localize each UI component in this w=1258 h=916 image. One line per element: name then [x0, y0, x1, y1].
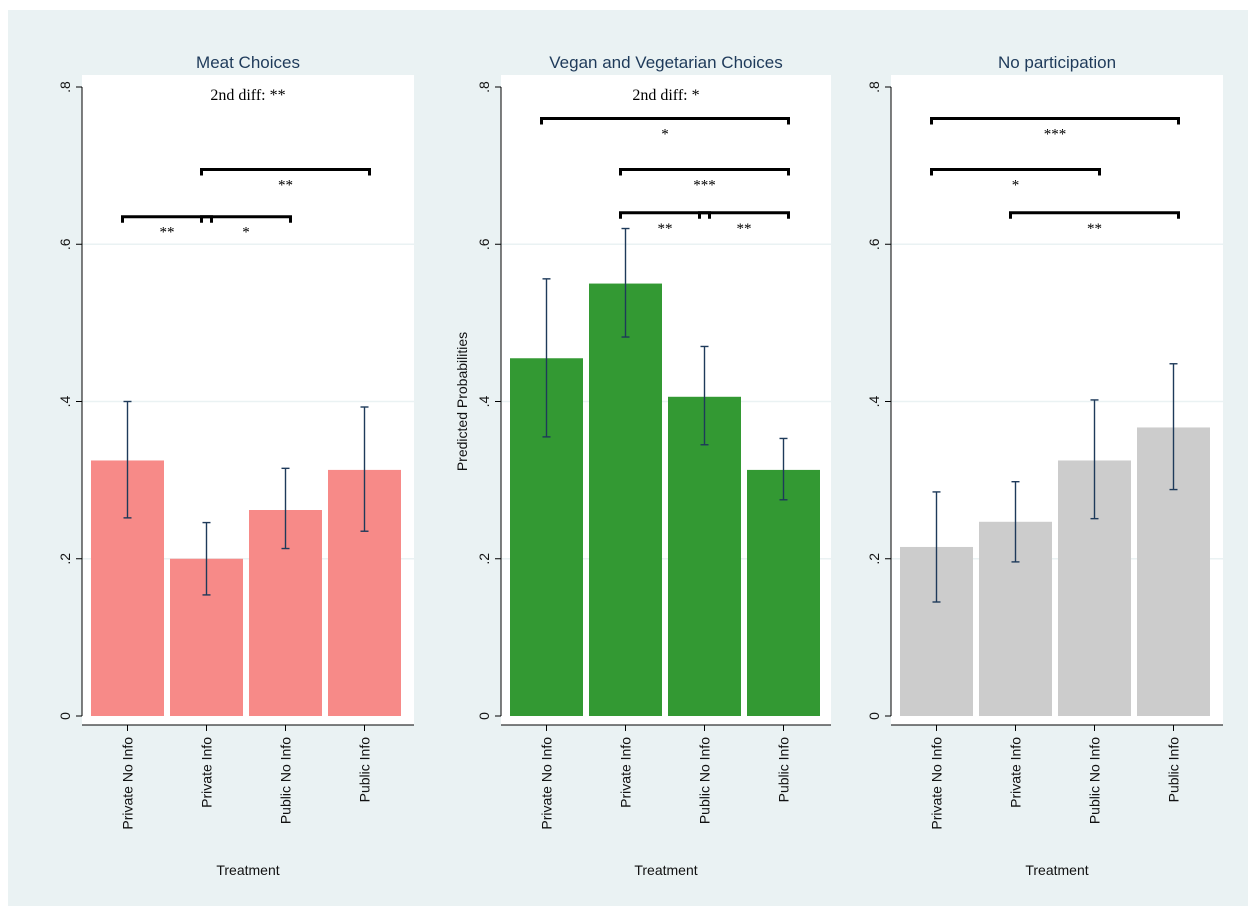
significance-stars: **: [658, 221, 673, 237]
panel-title: Meat Choices: [196, 53, 300, 72]
category-label: Public No Info: [1087, 737, 1103, 824]
y-tick-label: .6: [57, 238, 73, 250]
significance-bracket: *: [540, 116, 790, 142]
bracket-line: [698, 211, 790, 219]
significance-stars: *: [1012, 178, 1020, 194]
significance-bracket: **: [698, 211, 790, 237]
significance-bracket: ***: [619, 168, 790, 194]
x-axis-label: Treatment: [634, 862, 697, 878]
panel-title: No participation: [998, 53, 1116, 72]
y-axis-label: Predicted Probabilities: [454, 332, 470, 471]
y-tick-label: .6: [866, 238, 882, 250]
y-tick-label: .4: [476, 395, 492, 407]
second-diff-annotation: 2nd diff: **: [210, 87, 285, 104]
bracket-line: [200, 168, 371, 176]
significance-stars: **: [1087, 221, 1102, 237]
y-tick-label: .4: [866, 395, 882, 407]
significance-bracket: **: [1009, 211, 1180, 237]
chart-panel-1: 0 .2 .4 .6 .8 Meat Choices Private No Info Priv…: [57, 53, 414, 878]
chart-figure: 0 .2 .4 .6 .8 Meat Choices Private No Info Priv…: [57, 53, 1223, 878]
significance-stars: ***: [1044, 126, 1067, 142]
category-label: Public No Info: [697, 737, 713, 824]
category-label: Public Info: [776, 737, 792, 803]
x-axis-label: Treatment: [1025, 862, 1088, 878]
significance-bracket: ***: [930, 116, 1180, 142]
x-axis-label: Treatment: [216, 862, 279, 878]
significance-stars: **: [278, 178, 293, 194]
category-label: Private Info: [618, 737, 634, 808]
significance-bracket: *: [200, 215, 292, 241]
chart-panel-3: 0 .2 .4 .6 .8 No participation Private No Info…: [866, 53, 1223, 878]
y-tick-label: 0: [476, 712, 492, 720]
y-tick-label: .6: [476, 238, 492, 250]
bracket-line: [930, 168, 1101, 176]
significance-bracket: **: [121, 215, 213, 241]
category-label: Private Info: [199, 737, 215, 808]
category-label: Private Info: [1008, 737, 1024, 808]
significance-bracket: *: [930, 168, 1101, 194]
bracket-line: [540, 116, 790, 125]
figure-background: 0 .2 .4 .6 .8 Meat Choices Private No Info Priv…: [8, 10, 1248, 906]
panel-title: Vegan and Vegetarian Choices: [549, 53, 782, 72]
y-tick-label: 0: [866, 712, 882, 720]
y-tick-label: .8: [476, 81, 492, 93]
bar: [747, 469, 820, 716]
y-tick-label: 0: [57, 712, 73, 720]
bar: [668, 396, 741, 716]
bracket-line: [121, 215, 213, 223]
chart-panel-2: 0 .2 .4 .6 .8 Predicted Probabilities Vegan an…: [454, 53, 831, 878]
bracket-line: [200, 215, 292, 223]
significance-bracket: **: [200, 168, 371, 194]
category-label: Private No Info: [120, 737, 136, 830]
category-label: Public Info: [1166, 737, 1182, 803]
category-label: Private No Info: [929, 737, 945, 830]
category-label: Public Info: [357, 737, 373, 803]
y-tick-label: .4: [57, 395, 73, 407]
category-label: Public No Info: [278, 737, 294, 824]
bracket-line: [1009, 211, 1180, 219]
bracket-line: [619, 168, 790, 176]
significance-stars: *: [661, 126, 669, 142]
y-tick-label: .8: [57, 81, 73, 93]
y-tick-label: .8: [866, 81, 882, 93]
significance-bracket: **: [619, 211, 711, 237]
y-tick-label: .2: [476, 553, 492, 565]
significance-stars: **: [737, 221, 752, 237]
bracket-line: [619, 211, 711, 219]
category-label: Private No Info: [539, 737, 555, 830]
y-tick-label: .2: [57, 553, 73, 565]
significance-stars: ***: [693, 178, 716, 194]
significance-stars: *: [242, 225, 250, 241]
significance-stars: **: [160, 225, 175, 241]
y-tick-label: .2: [866, 553, 882, 565]
bracket-line: [930, 116, 1180, 125]
bar: [589, 283, 662, 716]
second-diff-annotation: 2nd diff: *: [632, 87, 699, 104]
